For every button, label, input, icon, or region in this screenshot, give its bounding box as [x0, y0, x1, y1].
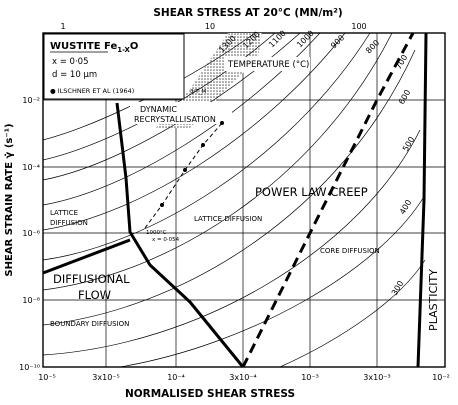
x-tick-1e-3: 10⁻³: [301, 373, 319, 382]
legend-box: [43, 33, 185, 100]
field-boundaries: [42, 32, 428, 368]
subregion-core-diffusion: CORE DIFFUSION: [320, 247, 380, 255]
contour-label-1000: 1000: [295, 29, 316, 50]
legend-grain-size: d = 10 μm: [52, 70, 97, 80]
subregion-lattice-diffusion-left-1: LATTICE: [50, 209, 78, 217]
legend-data-source: ● ILSCHNER ET AL (1964): [50, 87, 134, 95]
y-tick-1e-4: 10⁻⁴: [22, 163, 40, 172]
region-plasticity: PLASTICITY: [427, 269, 440, 331]
x-tick-3e-4: 3x10⁻⁴: [229, 373, 256, 382]
subregion-lattice-diffusion: LATTICE DIFFUSION: [194, 215, 262, 223]
y-axis-title: SHEAR STRAIN RATE γ̇ (s⁻¹): [3, 123, 15, 276]
top-tick-100: 100: [351, 22, 366, 31]
y-tick-1e-10: 10⁻¹⁰: [19, 363, 40, 372]
temperature-label: TEMPERATURE (°C): [227, 60, 309, 70]
data-point-note-1: 1000°C: [146, 230, 167, 236]
subregion-lattice-diffusion-left-2: DIFFUSION: [50, 219, 88, 227]
dynrec-label-2: RECRYSTALLISATION: [134, 115, 216, 124]
data-trail: [144, 122, 223, 229]
x-tick-1e-5: 10⁻⁵: [38, 373, 56, 382]
contour-label-400: 400: [398, 198, 413, 216]
melting-fraction-label: 3/T_M: [190, 89, 206, 95]
dynrec-label-1: DYNAMIC: [140, 105, 177, 114]
subregion-boundary-diffusion: BOUNDARY DIFFUSION: [50, 320, 129, 328]
data-point: [201, 143, 205, 147]
data-point: [160, 203, 164, 207]
x-ticks: 10⁻⁵ 3x10⁻⁵ 10⁻⁴ 3x10⁻⁴ 10⁻³ 3x10⁻³ 10⁻²: [38, 373, 450, 382]
legend-material: WUSTITE Fe1-XO: [50, 41, 138, 54]
region-power-law-creep: POWER LAW CREEP: [255, 185, 368, 199]
legend-composition: x = 0·05: [52, 57, 88, 67]
x-tick-3e-3: 3x10⁻³: [363, 373, 390, 382]
contour-label-800: 800: [364, 38, 381, 55]
boundary-lattice-core: [241, 32, 415, 368]
data-point: [183, 168, 187, 172]
data-points: [144, 121, 224, 229]
data-point: [220, 121, 224, 125]
boundary-lattice-boundary: [42, 238, 131, 275]
y-tick-1e-8: 10⁻⁸: [22, 296, 40, 305]
data-point-note-2: x = 0·054: [152, 237, 180, 243]
temperature-label-bg: [224, 57, 310, 71]
dynrec-label-bg: [130, 102, 232, 124]
x-tick-1e-2: 10⁻²: [432, 373, 450, 382]
contour-label-900: 900: [329, 33, 346, 50]
contour-label-600: 600: [397, 88, 412, 106]
region-diffusional-1: DIFFUSIONAL: [53, 272, 130, 286]
contour-label-500: 500: [401, 135, 416, 153]
region-diffusional-2: FLOW: [78, 288, 111, 302]
top-tick-1: 1: [60, 22, 65, 31]
y-tick-1e-2: 10⁻²: [22, 96, 40, 105]
top-axis-title: SHEAR STRESS AT 20°C (MN/m²): [153, 7, 342, 19]
y-tick-1e-6: 10⁻⁶: [22, 229, 40, 238]
dashed-boundaries: [241, 32, 415, 368]
x-tick-3e-5: 3x10⁻⁵: [92, 373, 119, 382]
boundary-powerlaw-diffusional: [115, 102, 245, 368]
boundary-plasticity: [416, 32, 428, 368]
x-axis-title: NORMALISED SHEAR STRESS: [125, 388, 295, 400]
y-ticks: 10⁻² 10⁻⁴ 10⁻⁶ 10⁻⁸ 10⁻¹⁰: [19, 96, 40, 372]
top-tick-10: 10: [205, 22, 215, 31]
x-tick-1e-4: 10⁻⁴: [167, 373, 185, 382]
contour-label-300: 300: [390, 279, 405, 297]
